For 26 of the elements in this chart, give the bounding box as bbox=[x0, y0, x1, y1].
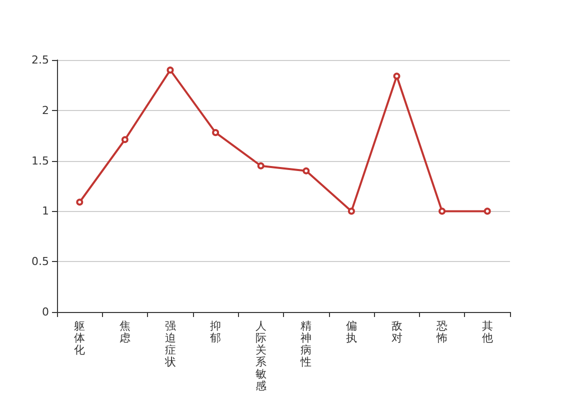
x-tick-label: 恐怖 bbox=[436, 320, 448, 344]
x-tick-label: 强迫症状 bbox=[164, 320, 176, 368]
y-tick-label: 2.5 bbox=[32, 54, 49, 66]
y-tick-label: 2 bbox=[42, 104, 49, 117]
point bbox=[438, 208, 446, 215]
point bbox=[166, 66, 174, 74]
point bbox=[348, 208, 355, 215]
y-tick-label: 1.5 bbox=[32, 154, 49, 168]
y-tick-label: 0 bbox=[42, 306, 49, 318]
point bbox=[393, 72, 400, 80]
x-tick-label: 偏执 bbox=[346, 320, 357, 344]
x-tick-label: 焦虑 bbox=[119, 320, 130, 344]
point bbox=[212, 129, 220, 136]
point bbox=[121, 136, 128, 144]
point bbox=[302, 167, 310, 174]
x-tick-label: 人际关系敏感 bbox=[255, 320, 266, 392]
x-tick-label: 躯体化 bbox=[74, 320, 86, 356]
x-tick-label: 其他 bbox=[482, 320, 493, 344]
point bbox=[484, 208, 491, 215]
point bbox=[257, 162, 264, 170]
x-tick-label: 精神病性 bbox=[300, 320, 312, 368]
y-tick-label: 0.5 bbox=[32, 255, 49, 268]
x-tick-label: 抑郁 bbox=[210, 320, 222, 344]
x-tick-label: 敌对 bbox=[391, 320, 402, 344]
point bbox=[76, 198, 84, 206]
y-tick-label: 1 bbox=[42, 204, 49, 218]
